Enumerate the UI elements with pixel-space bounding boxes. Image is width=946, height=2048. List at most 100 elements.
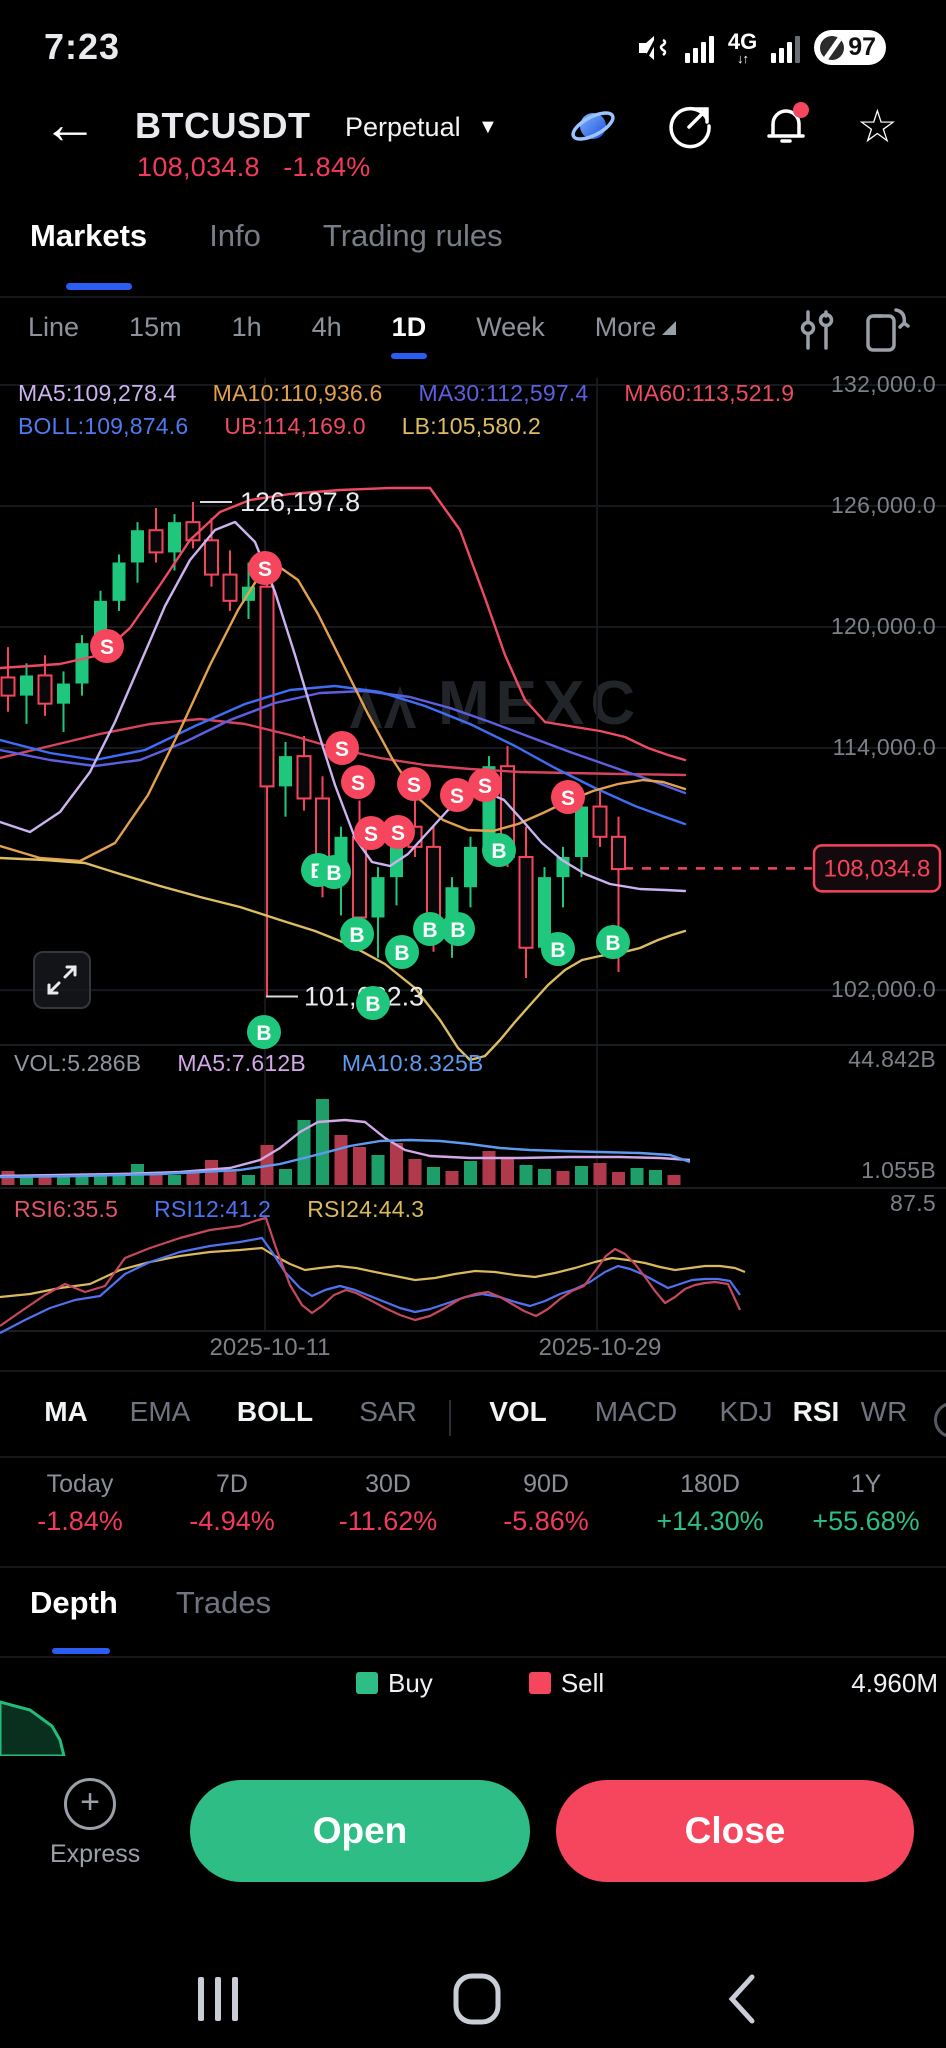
favorite-star-icon[interactable]: ☆ bbox=[856, 100, 898, 152]
candle bbox=[611, 835, 626, 871]
volume-bar bbox=[316, 1099, 329, 1185]
high-price-label: 126,197.8 bbox=[240, 487, 360, 517]
signal-letter: S bbox=[351, 772, 365, 795]
volume-axis-label: 1.055B bbox=[861, 1157, 936, 1183]
indicator-more-icon-partial[interactable] bbox=[934, 1402, 946, 1438]
indicator-tab-ma[interactable]: MA bbox=[44, 1396, 88, 1427]
open-button[interactable]: Open bbox=[190, 1780, 530, 1882]
timeframe-4h[interactable]: 4h bbox=[311, 312, 342, 342]
volume-bar bbox=[94, 1174, 107, 1185]
rsi-legend-item: RSI6:35.5 bbox=[14, 1196, 119, 1222]
signal-icon bbox=[684, 33, 714, 63]
rsi-line-RSI12 bbox=[0, 1236, 741, 1334]
buy-signal-badge bbox=[385, 935, 419, 969]
candle bbox=[518, 855, 534, 949]
price-chart[interactable]: 126,197.8101,682.3108,034.8SSSSSSSSSSBBB… bbox=[0, 370, 946, 1360]
rotate-landscape-icon[interactable] bbox=[860, 306, 912, 354]
depth-chart-sliver[interactable] bbox=[0, 1694, 90, 1756]
performance-period-label: 30D bbox=[365, 1470, 411, 1498]
battery-saver-icon bbox=[820, 35, 845, 60]
timeframe-line[interactable]: Line bbox=[28, 312, 80, 342]
indicator-tab-boll[interactable]: BOLL bbox=[236, 1396, 314, 1427]
volume-bar bbox=[20, 1176, 33, 1185]
alerts-bell-icon[interactable] bbox=[761, 100, 811, 152]
volume-bar bbox=[57, 1176, 70, 1185]
sell-signal-badge bbox=[90, 629, 124, 663]
indicator-tab-ema[interactable]: EMA bbox=[129, 1396, 191, 1427]
indicator-settings-icon[interactable] bbox=[797, 308, 837, 352]
buy-signal-badge bbox=[541, 932, 575, 966]
depth-tab-underline bbox=[52, 1648, 110, 1654]
volume-bar bbox=[519, 1165, 533, 1185]
vol-legend-item: VOL:5.286B bbox=[14, 1050, 142, 1076]
volume-bar bbox=[593, 1163, 607, 1185]
contract-type-label[interactable]: Perpetual bbox=[345, 112, 461, 142]
buy-signal-badge bbox=[317, 855, 351, 889]
candle bbox=[168, 522, 181, 553]
recents-nav-icon[interactable] bbox=[194, 1975, 242, 2023]
timeframe-week[interactable]: Week bbox=[476, 312, 545, 342]
rsi-line-RSI24 bbox=[0, 1246, 746, 1299]
symbol-dropdown-icon[interactable]: ▼ bbox=[478, 116, 498, 138]
tab-depth[interactable]: Depth bbox=[30, 1585, 118, 1620]
performance-period-label: 90D bbox=[523, 1470, 569, 1498]
candle bbox=[279, 756, 292, 787]
express-label: Express bbox=[50, 1840, 141, 1868]
share-icon[interactable] bbox=[665, 101, 715, 151]
timeframe-15m[interactable]: 15m bbox=[129, 312, 182, 342]
indicator-tab-sar[interactable]: SAR bbox=[359, 1396, 417, 1427]
vol-legend-item: MA5:7.612B bbox=[177, 1050, 306, 1076]
candle bbox=[75, 643, 89, 684]
indicator-tab-macd[interactable]: MACD bbox=[594, 1396, 678, 1427]
timeframe-more[interactable]: More bbox=[595, 312, 677, 343]
indicator-tab-kdj[interactable]: KDJ bbox=[719, 1396, 773, 1427]
tab-info[interactable]: Info bbox=[209, 218, 261, 253]
sell-signal-badge bbox=[468, 768, 502, 802]
ma-legend-item: MA60:113,521.9 bbox=[624, 380, 795, 406]
rsi-axis-label: 87.5 bbox=[890, 1190, 936, 1216]
signal-letter: B bbox=[256, 1022, 271, 1045]
timeframe-1d[interactable]: 1D bbox=[391, 312, 427, 342]
volume-bar bbox=[112, 1175, 126, 1185]
tab-trades[interactable]: Trades bbox=[175, 1585, 272, 1620]
sell-signal-badge bbox=[551, 780, 585, 814]
signal-letter: B bbox=[326, 862, 341, 885]
rsi-legend-item: RSI24:44.3 bbox=[307, 1196, 425, 1222]
symbol-title[interactable]: BTCUSDT bbox=[135, 105, 311, 146]
close-button[interactable]: Close bbox=[556, 1780, 914, 1882]
ai-assistant-icon[interactable] bbox=[567, 100, 619, 152]
volume-bar bbox=[501, 1159, 514, 1185]
tab-markets[interactable]: Markets bbox=[30, 218, 148, 253]
indicator-tab-wr[interactable]: WR bbox=[860, 1396, 908, 1427]
active-tab-underline bbox=[66, 283, 132, 290]
sell-signal-badge bbox=[354, 816, 388, 850]
indicator-tab-vol[interactable]: VOL bbox=[489, 1396, 547, 1427]
signal-letter: B bbox=[550, 939, 565, 962]
volume-bar bbox=[649, 1170, 662, 1185]
candle bbox=[57, 683, 70, 704]
tab-trading-rules[interactable]: Trading rules bbox=[322, 218, 503, 253]
candle bbox=[20, 675, 33, 696]
buy-signal-badge bbox=[340, 917, 374, 951]
mexc-watermark: MEXC bbox=[348, 668, 641, 739]
sell-signal-badge bbox=[248, 551, 282, 585]
express-plus-icon[interactable]: + bbox=[64, 1778, 116, 1830]
signal-letter: B bbox=[394, 942, 409, 965]
mute-icon bbox=[637, 32, 671, 64]
divider bbox=[0, 1370, 946, 1372]
sell-signal-badge bbox=[397, 767, 431, 801]
performance-value: -1.84% bbox=[37, 1506, 123, 1536]
ma-legend-item: MA10:110,936.6 bbox=[212, 380, 383, 406]
back-button[interactable]: ← bbox=[42, 92, 98, 155]
back-nav-icon[interactable] bbox=[724, 1973, 760, 2025]
indicator-tab-rsi[interactable]: RSI bbox=[792, 1396, 840, 1427]
fullscreen-expand-icon[interactable] bbox=[33, 951, 91, 1009]
volume-bar bbox=[482, 1151, 496, 1185]
volume-bar bbox=[279, 1169, 292, 1185]
buy-signal-badge bbox=[356, 986, 390, 1020]
timeframe-1h[interactable]: 1h bbox=[231, 312, 262, 342]
home-nav-icon[interactable] bbox=[452, 1972, 502, 2026]
express-control[interactable]: + Express bbox=[50, 1778, 141, 1869]
y-axis-label: 132,000.0 bbox=[830, 371, 936, 397]
